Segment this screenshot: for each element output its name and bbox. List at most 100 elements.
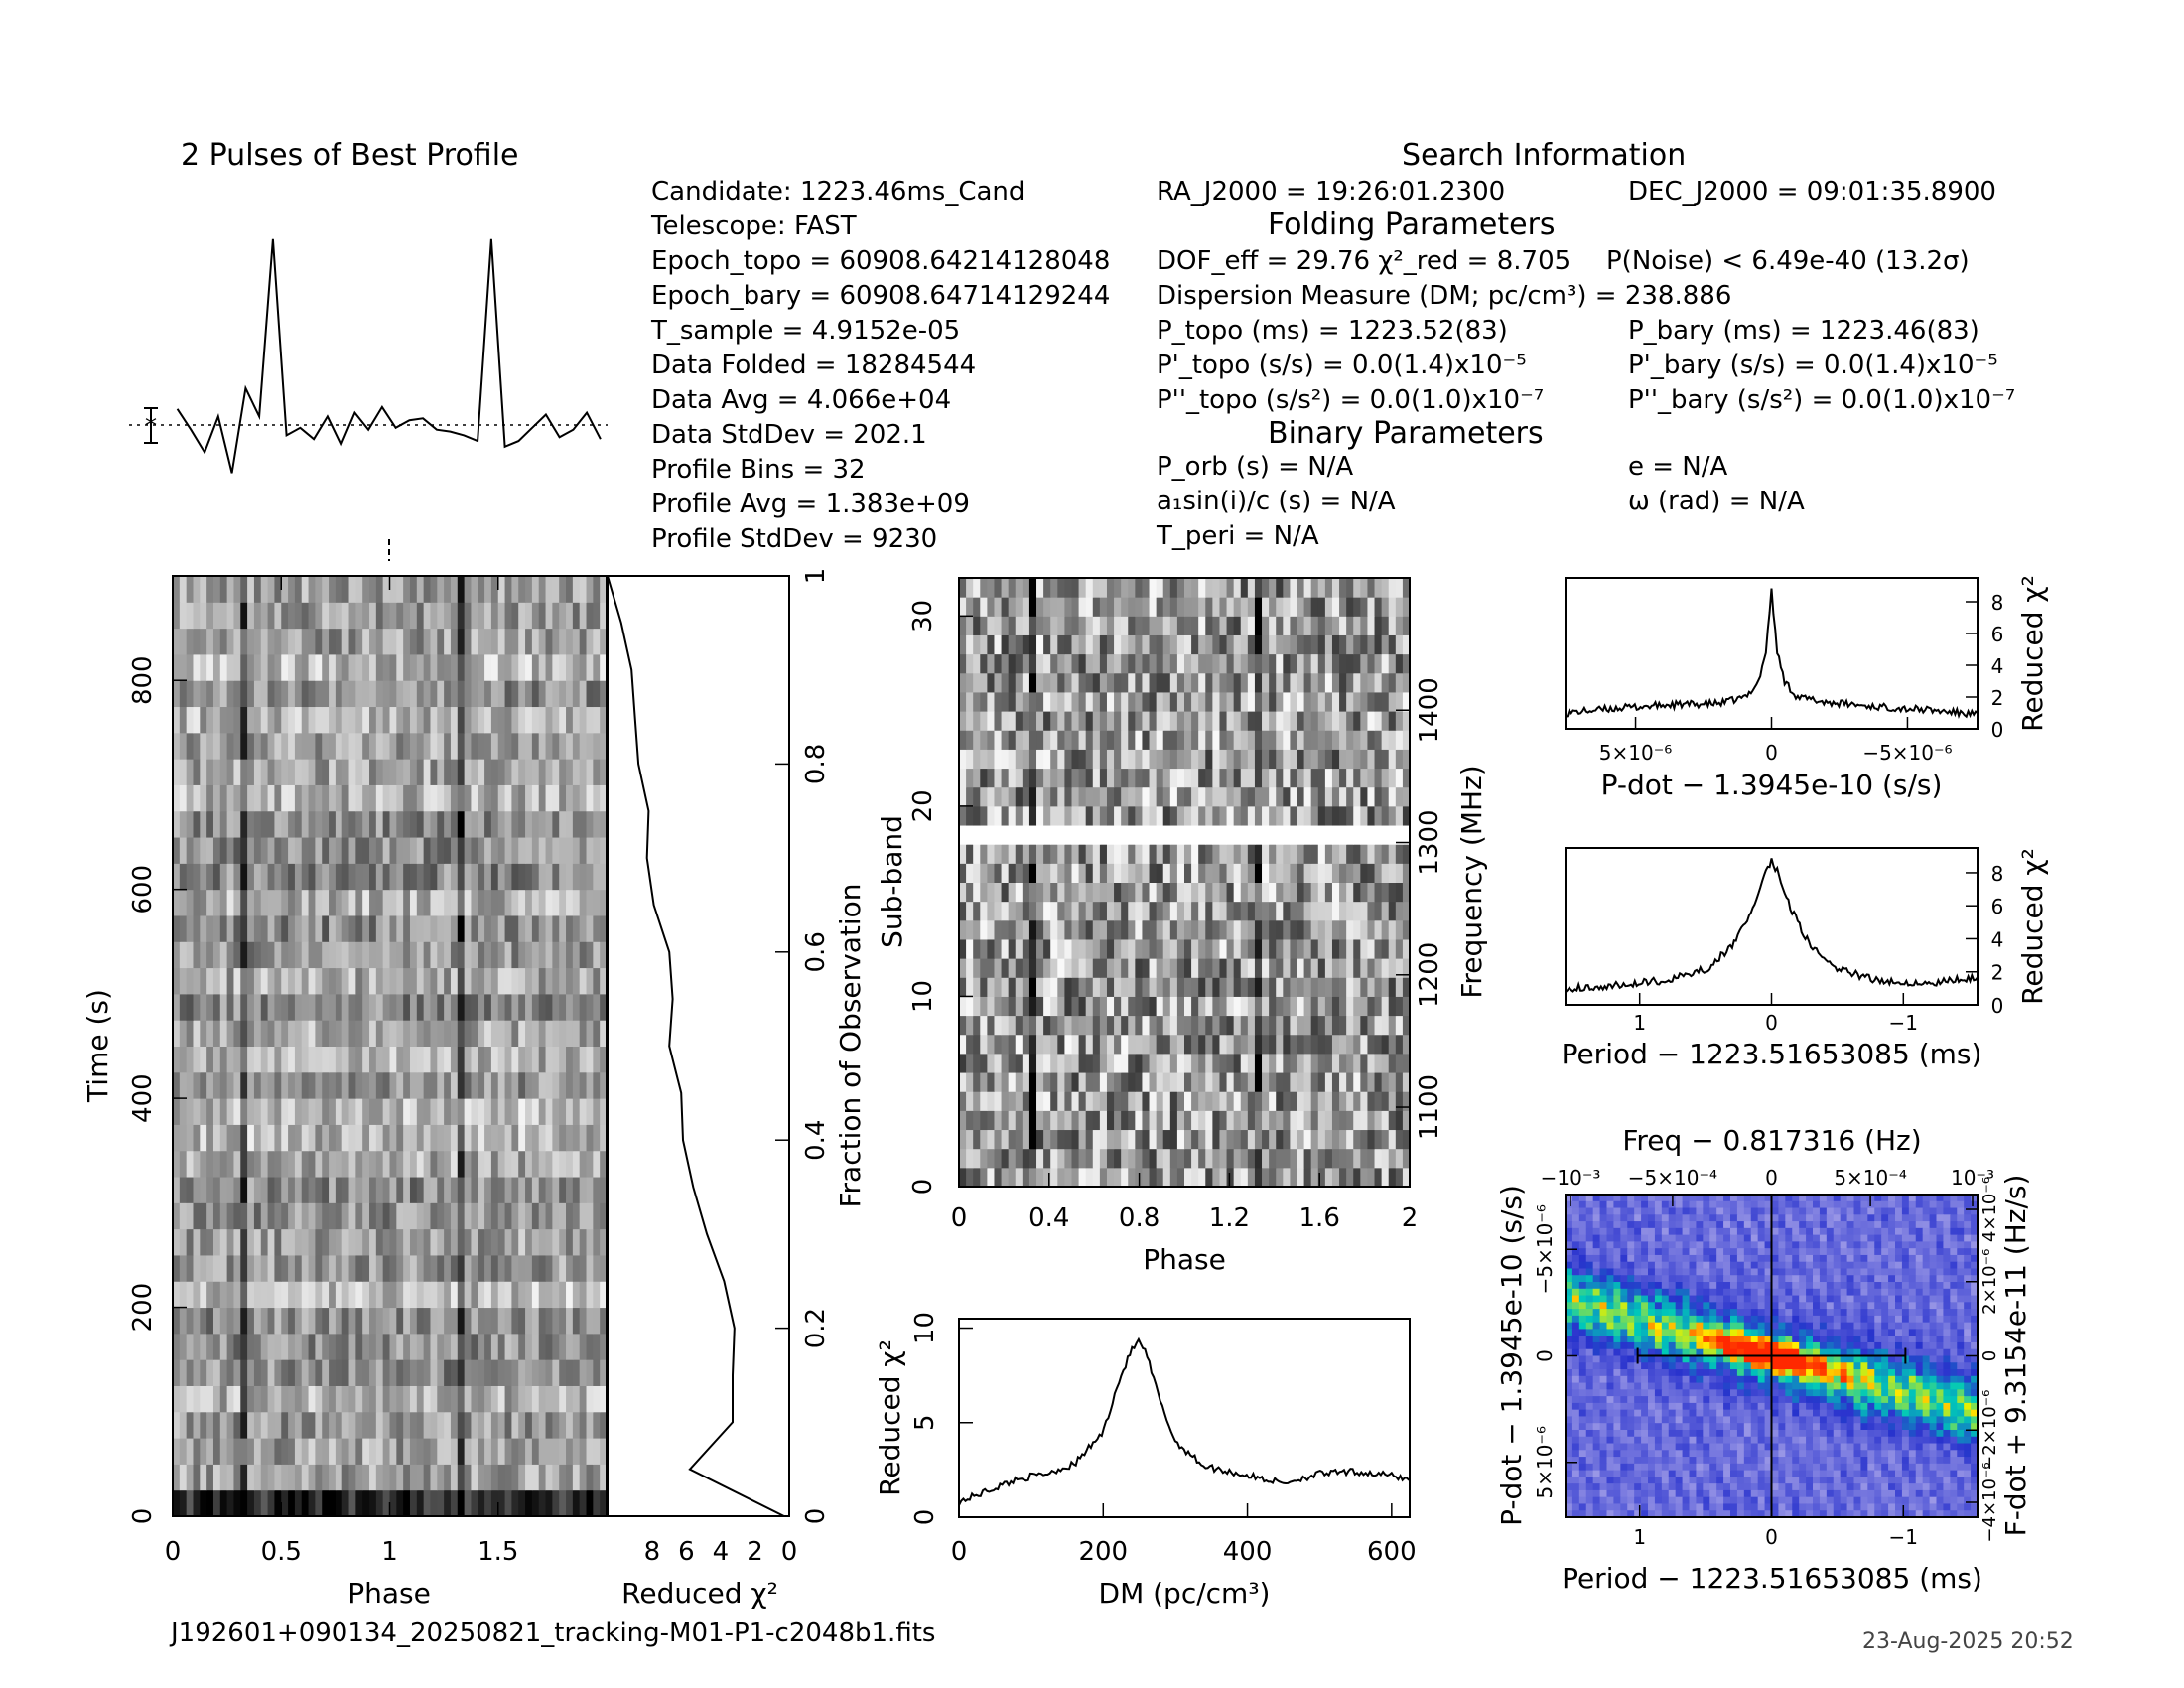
time-phase-pixel bbox=[288, 837, 296, 864]
subband-phase-pixel bbox=[1085, 1015, 1094, 1036]
subband-phase-pixel bbox=[1008, 597, 1017, 617]
time-phase-pixel bbox=[559, 837, 567, 864]
subband-phase-pixel bbox=[1071, 825, 1080, 845]
time-phase-pixel bbox=[382, 993, 390, 1021]
time-phase-pixel bbox=[253, 1438, 262, 1465]
time-phase-pixel bbox=[416, 1359, 425, 1386]
subband-phase-pixel bbox=[980, 691, 988, 712]
subband-phase-pixel bbox=[1219, 597, 1228, 617]
time-phase-pixel bbox=[348, 1098, 356, 1125]
subband-phase-pixel bbox=[987, 597, 995, 617]
subband-phase-pixel bbox=[1135, 653, 1143, 674]
time-phase-pixel bbox=[240, 1020, 248, 1047]
subband-phase-pixel bbox=[1212, 1034, 1220, 1055]
subband-phase-pixel bbox=[1331, 977, 1340, 997]
subband-phase-pixel bbox=[987, 958, 995, 978]
subband-phase-pixel bbox=[1324, 1015, 1333, 1036]
subband-phase-pixel bbox=[1057, 1148, 1065, 1169]
p-pdot-pixel bbox=[1778, 1241, 1786, 1249]
subband-phase-pixel bbox=[1226, 1167, 1235, 1188]
subband-phase-pixel bbox=[1324, 1091, 1333, 1111]
time-phase-pixel bbox=[247, 1124, 255, 1152]
subband-phase-pixel bbox=[1212, 1091, 1220, 1111]
subband-phase-pixel bbox=[1297, 1015, 1305, 1036]
time-phase-pixel bbox=[369, 732, 377, 760]
subband-phase-pixel bbox=[1156, 958, 1164, 978]
p-pdot-pixel bbox=[1860, 1241, 1868, 1249]
time-phase-pixel bbox=[497, 1307, 506, 1335]
p-pdot-pixel bbox=[1743, 1234, 1752, 1242]
subband-phase-pixel bbox=[1317, 1110, 1326, 1131]
time-phase-pixel bbox=[375, 1177, 384, 1203]
subband-phase-pixel bbox=[1310, 882, 1319, 903]
time-phase-pixel bbox=[382, 914, 390, 942]
p-pdot-pixel bbox=[1936, 1200, 1945, 1209]
time-phase-pixel bbox=[416, 1385, 425, 1413]
time-phase-pixel bbox=[566, 1254, 574, 1282]
subband-phase-pixel bbox=[1317, 882, 1326, 903]
time-phase-pixel bbox=[179, 1098, 188, 1125]
subband-phase-pixel bbox=[1395, 672, 1404, 693]
subband-phase-pixel bbox=[1008, 1034, 1017, 1055]
time-phase-pixel bbox=[430, 1438, 438, 1465]
subband-phase-pixel bbox=[1317, 1148, 1326, 1169]
subband-phase-pixel bbox=[966, 653, 974, 674]
subband-phase-pixel bbox=[1339, 844, 1347, 864]
subband-phase-pixel bbox=[1149, 938, 1158, 959]
time-phase-pixel bbox=[240, 1333, 248, 1360]
time-phase-pixel bbox=[457, 810, 466, 838]
subband-phase-pixel bbox=[1360, 919, 1368, 940]
time-phase-pixel bbox=[335, 706, 343, 734]
time-phase-pixel bbox=[409, 810, 418, 838]
p-pdot-pixel bbox=[1785, 1227, 1793, 1236]
subband-phase-pixel bbox=[1001, 786, 1010, 807]
time-phase-pixel bbox=[572, 1489, 581, 1517]
subband-phase-pixel bbox=[1402, 996, 1411, 1017]
subband-phase-pixel bbox=[1085, 938, 1094, 959]
subband-phase-pixel bbox=[1121, 825, 1129, 845]
p-pdot-pixel bbox=[1606, 1195, 1615, 1202]
p-pdot-pixel bbox=[1634, 1200, 1642, 1209]
time-phase-pixel bbox=[335, 628, 343, 655]
time-phase-pixel bbox=[450, 653, 459, 681]
subband-phase-pixel bbox=[1240, 711, 1249, 731]
subband-phase-pixel bbox=[1367, 958, 1376, 978]
subband-phase-pixel bbox=[1078, 919, 1087, 940]
subband-phase-pixel bbox=[1028, 805, 1037, 826]
time-phase-pixel bbox=[531, 602, 540, 630]
subband-phase-pixel bbox=[1071, 938, 1080, 959]
subband-phase-pixel bbox=[1176, 1072, 1185, 1092]
time-chi2-line bbox=[607, 575, 785, 1517]
subband-phase-pixel bbox=[1254, 825, 1263, 845]
time-phase-pixel bbox=[484, 732, 492, 760]
p-pdot-pixel bbox=[1895, 1227, 1903, 1236]
time-phase-pixel bbox=[200, 680, 207, 708]
time-phase-pixel bbox=[186, 1281, 194, 1309]
subband-phase-pixel bbox=[980, 805, 988, 826]
subband-phase-pixel bbox=[1317, 1053, 1326, 1073]
time-phase-pixel bbox=[369, 863, 377, 891]
time-phase-pixel bbox=[545, 1020, 553, 1047]
subband-phase-pixel bbox=[1269, 958, 1277, 978]
p-pdot-pixel bbox=[1736, 1241, 1745, 1249]
subband-phase-pixel bbox=[1064, 597, 1072, 617]
time-phase-pixel bbox=[274, 706, 282, 734]
time-phase-pixel bbox=[396, 1464, 404, 1491]
time-phase-pixel bbox=[362, 1098, 370, 1125]
time-phase-xlabel: Phase bbox=[347, 1577, 431, 1610]
subband-phase-pixel bbox=[1008, 730, 1017, 750]
subband-phase-pixel bbox=[973, 996, 981, 1017]
subband-phase-pixel bbox=[1135, 1015, 1143, 1036]
subband-phase-pixel bbox=[1028, 919, 1037, 940]
time-phase-pixel bbox=[193, 810, 201, 838]
subband-phase-pixel bbox=[1184, 1091, 1192, 1111]
time-phase-pixel bbox=[416, 628, 425, 655]
time-phase-pixel bbox=[559, 1333, 567, 1360]
subband-phase-pixel bbox=[1290, 863, 1297, 883]
subband-phase-pixel bbox=[1050, 653, 1058, 674]
subband-phase-pixel bbox=[1346, 1091, 1354, 1111]
time-phase-pixel bbox=[586, 914, 594, 942]
subband-phase-pixel bbox=[1142, 1053, 1151, 1073]
subband-phase-pixel bbox=[1269, 634, 1277, 655]
subband-phase-pixel bbox=[966, 634, 974, 655]
